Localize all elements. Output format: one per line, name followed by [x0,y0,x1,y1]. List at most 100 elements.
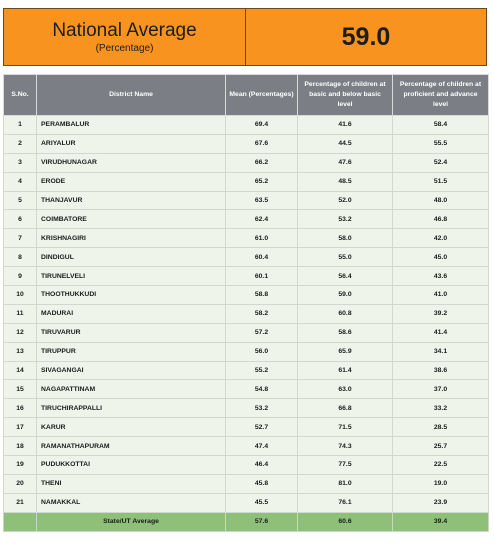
district-name-cell: VIRUDHUNAGAR [36,152,226,173]
mean-cell: 52.7 [225,417,298,438]
sno-cell: 9 [3,266,37,287]
district-name-cell: COIMBATORE [36,209,226,230]
sno-cell: 11 [3,303,37,324]
sno-cell: 14 [3,360,37,381]
sno-cell: 17 [3,417,37,438]
table-row: 2 ARIYALUR 67.6 44.5 55.5 [3,133,489,154]
basic-cell: 59.0 [297,285,393,305]
table-row: 4 ERODE 65.2 48.5 51.5 [3,171,489,192]
basic-cell: 81.0 [297,473,393,494]
district-name-cell: NAMAKKAL [36,492,226,513]
district-name-cell: KARUR [36,417,226,438]
mean-cell: 47.4 [225,436,298,457]
basic-cell: 52.0 [297,190,393,211]
proficient-cell: 41.0 [392,285,489,305]
table-row: 3 VIRUDHUNAGAR 66.2 47.6 52.4 [3,152,489,173]
national-average-value: 59.0 [341,22,391,51]
sno-cell: 8 [3,247,37,268]
proficient-cell: 38.6 [392,360,489,381]
basic-cell: 63.0 [297,379,393,400]
proficient-cell: 19.0 [392,473,489,494]
state-average-sno-cell [3,511,37,532]
sno-cell: 20 [3,473,37,494]
column-header-district-name: District Name [36,74,226,116]
basic-cell: 66.8 [297,398,393,419]
basic-cell: 65.9 [297,341,393,362]
district-name-cell: NAGAPATTINAM [36,379,226,400]
national-average-label-box: National Average (Percentage) [4,9,246,65]
table-row: 13 TIRUPPUR 56.0 65.9 34.1 [3,341,489,362]
proficient-cell: 45.0 [392,247,489,268]
sno-cell: 16 [3,398,37,419]
proficient-cell: 43.6 [392,266,489,287]
district-name-cell: THANJAVUR [36,190,226,211]
proficient-cell: 33.2 [392,398,489,419]
national-average-subtitle: (Percentage) [95,42,154,54]
district-name-cell: SIVAGANGAI [36,360,226,381]
table-row: 8 DINDIGUL 60.4 55.0 45.0 [3,247,489,268]
district-results-table: S.No. District Name Mean (Percentages) P… [3,74,489,532]
mean-cell: 69.4 [225,115,298,135]
table-body: 1 PERAMBALUR 69.4 41.6 58.4 2 ARIYALUR 67.6 44.5… [3,115,489,513]
sno-cell: 2 [3,133,37,154]
district-name-cell: TIRUCHIRAPPALLI [36,398,226,419]
mean-cell: 58.2 [225,303,298,324]
table-row: 15 NAGAPATTINAM 54.8 63.0 37.0 [3,379,489,400]
mean-cell: 45.8 [225,473,298,494]
mean-cell: 58.8 [225,285,298,305]
sno-cell: 12 [3,322,37,343]
mean-cell: 63.5 [225,190,298,211]
table-row: 6 COIMBATORE 62.4 53.2 46.8 [3,209,489,230]
state-average-label: State/UT Average [36,511,226,532]
basic-cell: 61.4 [297,360,393,381]
proficient-cell: 42.0 [392,228,489,249]
district-name-cell: TIRUPPUR [36,341,226,362]
table-row: 1 PERAMBALUR 69.4 41.6 58.4 [3,115,489,135]
sno-cell: 5 [3,190,37,211]
mean-cell: 61.0 [225,228,298,249]
table-row: 12 TIRUVARUR 57.2 58.6 41.4 [3,322,489,343]
district-name-cell: KRISHNAGIRI [36,228,226,249]
proficient-cell: 51.5 [392,171,489,192]
column-header-mean: Mean (Percentages) [225,74,298,116]
mean-cell: 67.6 [225,133,298,154]
proficient-cell: 23.9 [392,492,489,513]
district-name-cell: TIRUNELVELI [36,266,226,287]
district-name-cell: MADURAI [36,303,226,324]
table-row: 20 THENI 45.8 81.0 19.0 [3,473,489,494]
district-name-cell: PUDUKKOTTAI [36,455,226,475]
district-name-cell: RAMANATHAPURAM [36,436,226,457]
table-row: 7 KRISHNAGIRI 61.0 58.0 42.0 [3,228,489,249]
table-row: 21 NAMAKKAL 45.5 76.1 23.9 [3,492,489,513]
sno-cell: 21 [3,492,37,513]
proficient-cell: 28.5 [392,417,489,438]
mean-cell: 46.4 [225,455,298,475]
district-name-cell: TIRUVARUR [36,322,226,343]
national-average-value-box: 59.0 [246,9,486,65]
basic-cell: 60.8 [297,303,393,324]
basic-cell: 58.6 [297,322,393,343]
basic-cell: 48.5 [297,171,393,192]
table-header-row: S.No. District Name Mean (Percentages) P… [3,74,489,116]
basic-cell: 41.6 [297,115,393,135]
sno-cell: 13 [3,341,37,362]
district-name-cell: THENI [36,473,226,494]
table-row: 17 KARUR 52.7 71.5 28.5 [3,417,489,438]
table-row: 14 SIVAGANGAI 55.2 61.4 38.6 [3,360,489,381]
proficient-cell: 41.4 [392,322,489,343]
table-row: 10 THOOTHUKKUDI 58.8 59.0 41.0 [3,285,489,305]
proficient-cell: 52.4 [392,152,489,173]
sno-cell: 18 [3,436,37,457]
state-average-basic: 60.6 [297,511,393,532]
mean-cell: 66.2 [225,152,298,173]
basic-cell: 58.0 [297,228,393,249]
basic-cell: 47.6 [297,152,393,173]
basic-cell: 55.0 [297,247,393,268]
proficient-cell: 46.8 [392,209,489,230]
basic-cell: 77.5 [297,455,393,475]
table-row: 18 RAMANATHAPURAM 47.4 74.3 25.7 [3,436,489,457]
mean-cell: 56.0 [225,341,298,362]
sno-cell: 10 [3,285,37,305]
district-name-cell: THOOTHUKKUDI [36,285,226,305]
proficient-cell: 39.2 [392,303,489,324]
